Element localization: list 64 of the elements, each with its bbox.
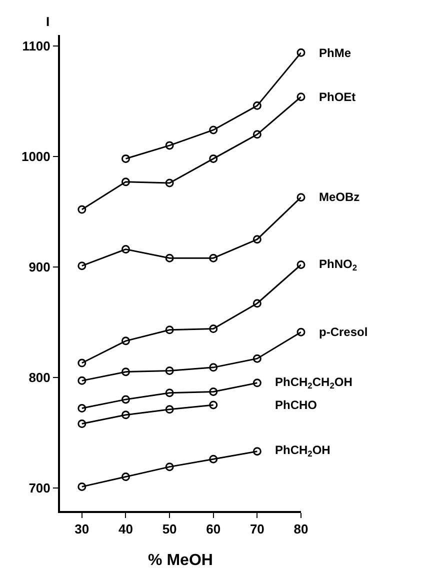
y-tick-label: 700	[28, 480, 50, 496]
point	[121, 178, 130, 186]
point	[252, 354, 262, 363]
x-axis-title: % MeOH	[148, 552, 213, 569]
point	[121, 154, 130, 163]
point	[252, 447, 262, 456]
x-tick-label: 40	[118, 522, 133, 537]
point	[252, 299, 262, 308]
series-label: p-Cresol	[319, 325, 368, 339]
x-tick-label: 80	[294, 522, 308, 537]
point	[121, 336, 130, 346]
point	[165, 405, 174, 414]
y-tick-label: 800	[28, 370, 50, 385]
series-label: PhOEt	[319, 90, 356, 104]
point	[121, 472, 130, 482]
point	[209, 454, 218, 464]
x-tick-label: 30	[74, 522, 90, 537]
point	[78, 205, 86, 214]
point	[121, 410, 130, 420]
point	[209, 363, 218, 372]
point	[209, 400, 218, 410]
point	[165, 254, 174, 262]
y-tick-label: 1100	[22, 38, 50, 54]
series-label: PhMe	[319, 46, 352, 60]
point	[296, 328, 306, 336]
point	[209, 387, 218, 396]
point	[296, 48, 306, 57]
point	[165, 388, 174, 398]
point	[165, 141, 174, 150]
point	[78, 376, 86, 385]
point	[121, 368, 130, 376]
point	[78, 358, 86, 368]
point	[209, 254, 218, 262]
point	[165, 326, 174, 334]
point	[252, 235, 262, 244]
y-tick-label: 900	[28, 259, 50, 274]
point	[78, 404, 86, 413]
point	[252, 101, 262, 110]
point	[252, 130, 262, 139]
x-tick-label: 60	[206, 522, 221, 537]
point	[296, 260, 306, 269]
series-label: MeOBz	[319, 190, 360, 204]
point	[296, 92, 306, 102]
point	[121, 245, 130, 254]
point	[121, 395, 130, 404]
point	[78, 262, 86, 270]
y-axis-title: I	[46, 14, 50, 29]
point	[209, 126, 218, 134]
point	[78, 482, 86, 491]
text: PhCHO	[275, 398, 317, 412]
series-label: PhCH$_{2}$OH	[275, 443, 330, 459]
y-tick-label: 1000	[21, 149, 50, 164]
series-label: PhCH$_{2}$CH$_{2}$OH	[275, 375, 352, 391]
point	[165, 366, 174, 375]
point	[252, 378, 262, 388]
point	[209, 324, 218, 334]
point	[296, 193, 306, 202]
point	[209, 154, 218, 163]
point	[165, 462, 174, 472]
point	[165, 178, 174, 188]
x-tick-label: 50	[162, 522, 177, 537]
point	[78, 420, 86, 428]
series-label: PhNO$_{2}$	[319, 257, 358, 273]
x-tick-label: 70	[250, 522, 264, 537]
